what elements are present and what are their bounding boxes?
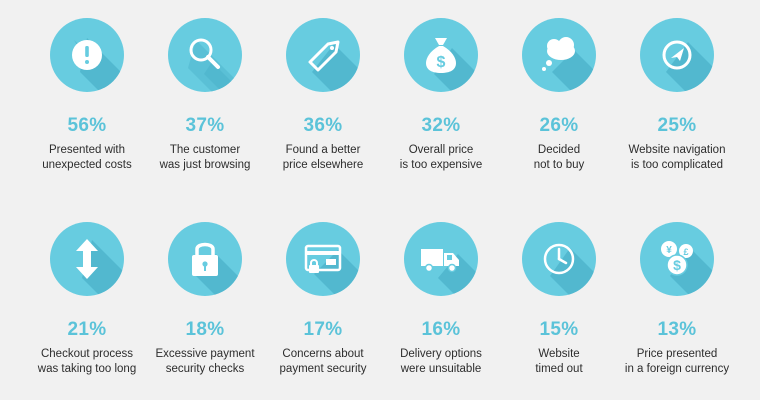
icon-circle — [168, 222, 242, 296]
stat-item: 25% Website navigation is too complicate… — [612, 18, 742, 173]
stat-item: 26% Decided not to buy — [494, 18, 624, 173]
label-line: Overall price — [408, 144, 474, 156]
stat-label: The customer was just browsing — [140, 143, 270, 173]
percent-value: 37% — [185, 115, 225, 136]
label-line: The customer — [169, 144, 241, 156]
label-line: timed out — [535, 363, 583, 375]
percent-value: 15% — [539, 319, 579, 340]
stat-label: Presented with unexpected costs — [22, 143, 152, 173]
stat-label: Delivery options were unsuitable — [376, 347, 506, 377]
stat-label: Found a better price elsewhere — [258, 143, 388, 173]
label-line: payment security — [279, 363, 367, 375]
percent-value: 21% — [67, 319, 107, 340]
stat-item: 37% The customer was just browsing — [140, 18, 270, 173]
percent-value: 13% — [657, 319, 697, 340]
stat-item: 17% Concerns about payment security — [258, 222, 388, 377]
vertical-arrows-icon — [76, 239, 98, 279]
icon-circle — [50, 18, 124, 92]
label-line: Delivery options — [400, 348, 482, 360]
icon-circle — [404, 222, 478, 296]
label-line: Excessive payment — [155, 348, 255, 360]
label-line: Presented with — [48, 144, 126, 156]
percent-value: 56% — [67, 115, 107, 136]
magnifier-icon — [189, 38, 220, 69]
label-line: Concerns about — [282, 348, 364, 360]
icon-circle — [168, 18, 242, 92]
percent-value: 18% — [185, 319, 225, 340]
clock-icon — [543, 243, 575, 275]
svg-text:$: $ — [437, 54, 446, 71]
stat-label: Overall price is too expensive — [376, 143, 506, 173]
label-line: Price presented — [636, 348, 718, 360]
label-line: Found a better — [285, 144, 361, 156]
icon-circle — [522, 18, 596, 92]
svg-text:$: $ — [673, 257, 681, 273]
stat-label: Concerns about payment security — [258, 347, 388, 377]
stat-item: 36% Found a better price elsewhere — [258, 18, 388, 173]
stat-item: $ 32% Overall price is too expensive — [376, 18, 506, 173]
percent-value: 36% — [303, 115, 343, 136]
stat-item: ¥ £ $ 13% Price presented in a foreign c… — [612, 222, 742, 377]
label-line: in a foreign currency — [624, 363, 730, 375]
icon-circle — [286, 222, 360, 296]
stat-item: 15% Website timed out — [494, 222, 624, 377]
compass-icon — [662, 40, 692, 70]
percent-value: 32% — [421, 115, 461, 136]
icon-circle: ¥ £ $ — [640, 222, 714, 296]
card-lock-icon — [304, 244, 342, 273]
label-line: Website — [538, 348, 580, 360]
label-line: Website navigation — [628, 144, 726, 156]
percent-value: 25% — [657, 115, 697, 136]
price-tag-icon — [308, 40, 340, 72]
icon-circle — [640, 18, 714, 92]
stat-item: 56% Presented with unexpected costs — [22, 18, 152, 173]
currency-coins-icon: ¥ £ $ — [661, 241, 693, 276]
stat-label: Decided not to buy — [494, 143, 624, 173]
percent-value: 16% — [421, 319, 461, 340]
label-line: was just browsing — [159, 159, 251, 171]
exclamation-icon — [72, 40, 102, 70]
label-line: security checks — [165, 363, 245, 375]
padlock-icon — [192, 242, 218, 276]
label-line: unexpected costs — [42, 159, 132, 171]
label-line: Checkout process — [40, 348, 134, 360]
svg-text:¥: ¥ — [666, 245, 672, 256]
label-line: is too expensive — [399, 159, 483, 171]
stat-item: 18% Excessive payment security checks — [140, 222, 270, 377]
delivery-truck-icon — [421, 249, 459, 273]
percent-value: 26% — [539, 115, 579, 136]
icon-circle — [522, 222, 596, 296]
money-bag-icon: $ — [426, 38, 456, 73]
stat-label: Checkout process was taking too long — [22, 347, 152, 377]
label-line: was taking too long — [37, 363, 137, 375]
label-line: price elsewhere — [282, 159, 364, 171]
thought-cloud-icon — [542, 37, 575, 71]
label-line: Decided — [537, 144, 581, 156]
label-line: not to buy — [533, 159, 585, 171]
stat-label: Price presented in a foreign currency — [612, 347, 742, 377]
percent-value: 17% — [303, 319, 343, 340]
stat-label: Website navigation is too complicated — [612, 143, 742, 173]
icon-circle — [50, 222, 124, 296]
stat-item: 21% Checkout process was taking too long — [22, 222, 152, 377]
label-line: is too complicated — [630, 159, 724, 171]
stat-label: Excessive payment security checks — [140, 347, 270, 377]
stat-item: 16% Delivery options were unsuitable — [376, 222, 506, 377]
icon-circle: $ — [404, 18, 478, 92]
stat-label: Website timed out — [494, 347, 624, 377]
svg-text:£: £ — [683, 247, 688, 257]
icon-circle — [286, 18, 360, 92]
label-line: were unsuitable — [400, 363, 482, 375]
